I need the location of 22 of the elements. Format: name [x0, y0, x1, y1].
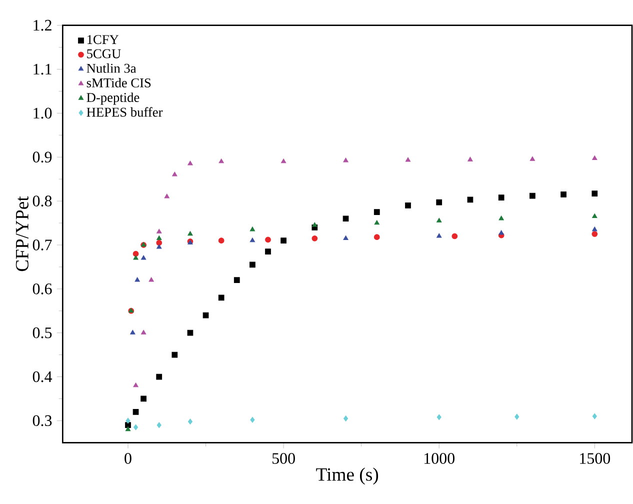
x-tick-label: 500	[272, 453, 295, 464]
x-axis-title: Time (s)	[316, 468, 378, 485]
legend-label: 5CGU	[87, 49, 121, 58]
x-tick-label: 1000	[424, 453, 454, 464]
y-tick-label: 0.7	[32, 240, 52, 250]
x-tick-label: 1500	[580, 453, 610, 464]
y-tick-label: 1.0	[34, 108, 52, 119]
y-tick-label: 0.3	[32, 415, 52, 426]
y-tick-label: 0.5	[32, 327, 52, 338]
y-tick-label: 0.9	[32, 152, 52, 163]
legend-label: sMTide CIS	[86, 78, 151, 88]
y-axis-title: CFP/YPet	[16, 196, 28, 272]
legend-label: HEPES buffer	[86, 107, 163, 117]
y-tick-label: 0.8	[32, 196, 52, 206]
x-tick-label: 0	[124, 453, 132, 464]
y-tick-label: 1.2	[34, 20, 52, 31]
legend-label: 1CFY	[88, 35, 119, 44]
y-tick-label: 1.1	[34, 64, 52, 75]
legend-label: Nutlin 3a	[86, 63, 136, 73]
y-tick-label: 0.6	[32, 283, 52, 294]
legend-label: D-peptide	[86, 92, 140, 105]
y-tick-label: 0.4	[32, 371, 52, 382]
